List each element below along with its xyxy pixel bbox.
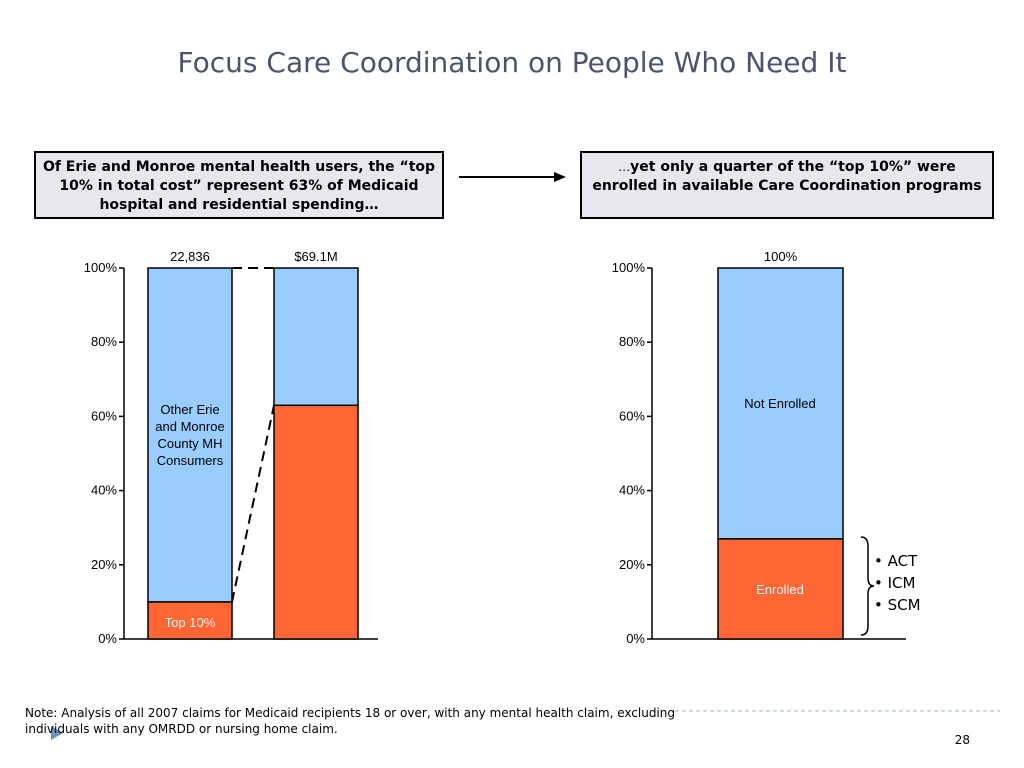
- bar-segment-upper: [273, 267, 359, 407]
- chart-enrollment: 0% 20% 40% 60% 80% 100% 100% Enrolled Not Enroll…: [612, 249, 906, 646]
- play-triangle-icon: [51, 726, 63, 740]
- program-item-icm: • ICM: [874, 574, 916, 592]
- y-tick-label: 0%: [98, 631, 117, 646]
- program-item-scm: • SCM: [874, 596, 921, 614]
- bar-category-label: $69.1M: [294, 249, 337, 264]
- right-brace-icon: [860, 536, 875, 636]
- page-title: Focus Care Coordination on People Who Ne…: [177, 46, 847, 79]
- y-tick-label: 40%: [619, 483, 645, 498]
- y-tick-label: 100%: [84, 260, 118, 275]
- callout-right-ellipsis: …: [618, 160, 631, 174]
- bar-category-label: 22,836: [170, 249, 210, 264]
- bar-segment-upper: [717, 267, 844, 540]
- other-consumers-label: and Monroe: [155, 419, 224, 434]
- y-tick-label: 0%: [626, 631, 645, 646]
- other-consumers-label: Consumers: [157, 453, 224, 468]
- enrolled-label: Enrolled: [756, 582, 804, 597]
- other-consumers-label: County MH: [157, 436, 222, 451]
- bar-category-label: 100%: [764, 249, 798, 264]
- callout-right-text: yet only a quarter of the “top 10%” were…: [592, 159, 982, 194]
- connector-diagonal-dashed: [231, 405, 275, 603]
- y-tick-label: 80%: [91, 334, 117, 349]
- top-10-label: Top 10%: [165, 615, 216, 630]
- y-tick-label: 20%: [619, 557, 645, 572]
- y-tick-label: 60%: [619, 408, 645, 423]
- footnote: Note: Analysis of all 2007 claims for Me…: [25, 706, 675, 736]
- y-tick-label: 40%: [91, 483, 117, 498]
- bar-segment-lower: [717, 538, 844, 640]
- bar-segment-upper: [147, 267, 233, 603]
- program-item-act: • ACT: [874, 552, 918, 570]
- y-tick-label: 60%: [91, 408, 117, 423]
- y-tick-label: 80%: [619, 334, 645, 349]
- y-tick-label: 100%: [612, 260, 646, 275]
- chart-top10-share: 0% 20% 40% 60% 80% 100% 22,836 $69.1M Top 10% Oth…: [84, 249, 378, 646]
- program-list: • ACT • ICM • SCM: [874, 550, 921, 616]
- bar-segment-lower: [147, 601, 233, 640]
- other-consumers-label: Other Erie: [160, 402, 219, 417]
- y-tick-label: 20%: [91, 557, 117, 572]
- bar-segment-lower: [273, 404, 359, 640]
- callout-top-10-spending: Of Erie and Monroe mental health users, …: [34, 151, 444, 219]
- callout-care-coordination: …yet only a quarter of the “top 10%” wer…: [580, 151, 994, 219]
- callout-left-text: Of Erie and Monroe mental health users, …: [42, 159, 436, 213]
- not-enrolled-label: Not Enrolled: [744, 396, 816, 411]
- right-arrow-icon: [459, 172, 566, 182]
- page-number: 28: [954, 733, 970, 747]
